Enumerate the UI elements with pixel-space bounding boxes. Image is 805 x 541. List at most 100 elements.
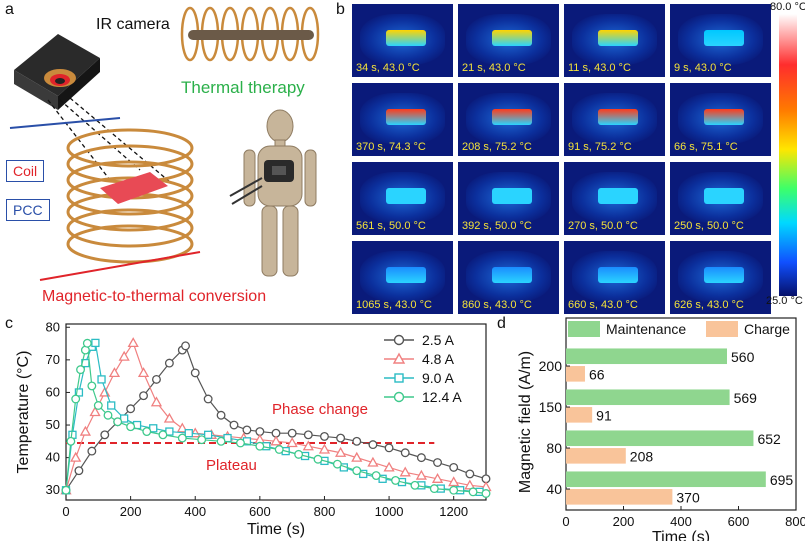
bar-maintenance	[566, 389, 730, 406]
data-point	[150, 396, 163, 407]
bar-maintenance	[566, 471, 766, 488]
data-point	[164, 358, 174, 368]
data-point	[448, 476, 460, 487]
y-tick-label: 40	[46, 450, 60, 465]
thermal-therapy-label: Thermal therapy	[181, 78, 305, 97]
mannequin-icon	[243, 109, 317, 277]
data-point	[103, 410, 113, 420]
x-axis-label: Time (s)	[652, 529, 710, 541]
y-tick-label: 40	[546, 481, 562, 497]
plot-frame	[65, 323, 487, 501]
data-point	[399, 466, 411, 477]
bar-value-label: 370	[676, 490, 700, 506]
x-tick-label: 400	[670, 514, 692, 529]
legend-marker	[393, 334, 405, 346]
data-point	[410, 480, 420, 490]
temperature-time-chart: 0 200 400 600 800 1000 1200 30 40 50 60 70 80 Time (s…	[15, 319, 492, 538]
y-tick-label: 150	[539, 399, 563, 415]
thermal-image: 91 s, 75.2 °C	[564, 83, 665, 156]
data-point	[216, 410, 226, 420]
data-point	[336, 433, 346, 443]
data-point	[163, 412, 175, 423]
x-tick-label: 200	[613, 514, 635, 529]
data-point	[190, 368, 200, 378]
thermal-image: 250 s, 50.0 °C	[670, 162, 771, 235]
plateau-annotation: Plateau	[206, 457, 257, 474]
thermal-image: 392 s, 50.0 °C	[458, 162, 559, 235]
thermal-image-caption: 270 s, 50.0 °C	[568, 220, 638, 232]
y-axis-label: Magnetic field (A/m)	[517, 351, 534, 493]
thermal-image-caption: 660 s, 43.0 °C	[568, 299, 638, 311]
thermal-image-caption: 66 s, 75.1 °C	[674, 141, 738, 153]
data-point	[287, 428, 297, 438]
data-point	[126, 404, 136, 414]
data-point	[303, 430, 313, 440]
data-point	[429, 484, 439, 494]
data-point	[74, 466, 84, 476]
legend-label: Maintenance	[606, 321, 686, 337]
phase-change-annotation: Phase change	[272, 401, 368, 418]
thermal-image-caption: 250 s, 50.0 °C	[674, 220, 744, 232]
bar-charge	[566, 366, 585, 382]
bar-value-label: 91	[596, 408, 612, 424]
data-point	[108, 367, 121, 378]
data-point	[204, 430, 213, 439]
data-point	[465, 469, 475, 479]
thermal-image: 66 s, 75.1 °C	[670, 83, 771, 156]
thermal-image-caption: 208 s, 75.2 °C	[462, 141, 532, 153]
data-point	[415, 469, 427, 480]
data-point	[335, 446, 347, 457]
data-point	[79, 425, 91, 436]
thermal-image-grid: 34 s, 43.0 °C 21 s, 43.0 °C 11 s, 43.0 °C 9…	[352, 0, 776, 314]
data-point	[87, 446, 97, 456]
thermal-image-caption: 370 s, 74.3 °C	[356, 141, 426, 153]
bar-value-label: 652	[757, 431, 781, 447]
legend-label: 9.0 A	[422, 370, 455, 386]
panel-a-label: a	[5, 1, 14, 18]
data-point	[371, 471, 381, 481]
thermal-image-caption: 860 s, 43.0 °C	[462, 299, 532, 311]
data-point	[351, 451, 363, 462]
data-point	[184, 429, 193, 438]
panel-c-label: c	[5, 315, 13, 332]
x-tick-label: 400	[184, 504, 206, 519]
thermal-image: 9 s, 43.0 °C	[670, 4, 771, 77]
thermal-image: 34 s, 43.0 °C	[352, 4, 453, 77]
data-point	[320, 431, 329, 441]
data-point	[318, 443, 331, 454]
ir-camera-icon	[14, 34, 100, 110]
bar-charge	[566, 489, 673, 505]
x-tick-label: 800	[785, 514, 805, 529]
data-point	[352, 466, 362, 476]
data-point	[416, 453, 426, 463]
panel-a-illustration	[9, 6, 320, 281]
legend-label: 4.8 A	[422, 351, 455, 367]
y-tick-label: 80	[546, 440, 562, 456]
data-point	[433, 458, 442, 467]
y-tick-label: 80	[46, 319, 60, 334]
y-tick-label: 50	[46, 417, 60, 432]
data-point	[100, 430, 110, 440]
data-point	[152, 374, 161, 384]
data-point	[449, 485, 459, 495]
thermal-image-caption: 91 s, 75.2 °C	[568, 141, 632, 153]
legend-label: 12.4 A	[422, 389, 462, 405]
x-tick-label: 0	[562, 514, 569, 529]
data-point	[137, 367, 150, 378]
thermal-image: 21 s, 43.0 °C	[458, 4, 559, 77]
thermal-image-caption: 11 s, 43.0 °C	[568, 62, 631, 74]
legend-marker	[394, 373, 404, 383]
data-point	[118, 350, 130, 361]
legend-label: Charge	[744, 321, 790, 337]
data-point	[216, 436, 226, 446]
bar-maintenance	[566, 430, 754, 447]
thermal-image: 860 s, 43.0 °C	[458, 241, 559, 314]
colorbar-min-label: 25.0 °C	[766, 295, 803, 307]
data-point	[274, 445, 284, 454]
data-point	[176, 422, 188, 433]
thermal-image: 1065 s, 43.0 °C	[352, 241, 453, 314]
data-point	[93, 401, 103, 410]
panel-d-label: d	[497, 315, 506, 332]
conversion-label: Magnetic-to-thermal conversion	[42, 288, 267, 305]
thermal-image-caption: 21 s, 43.0 °C	[462, 62, 526, 74]
